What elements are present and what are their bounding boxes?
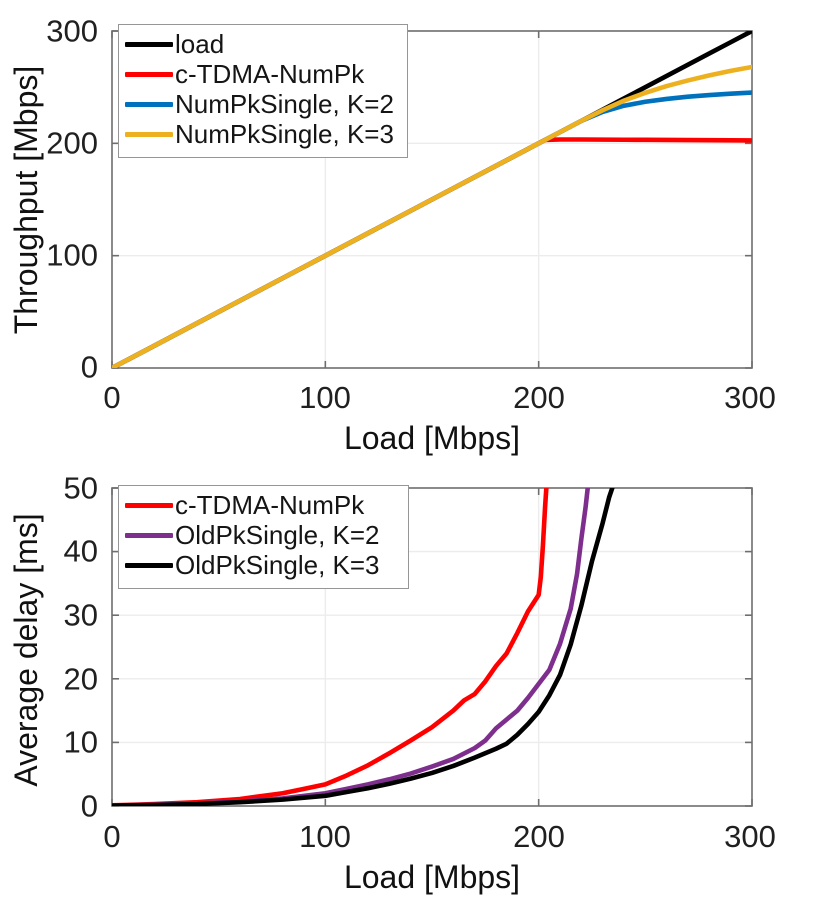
legend-item[interactable]: NumPkSingle, K=2 (125, 89, 399, 119)
x-axis-title: Load [Mbps] (343, 859, 521, 895)
x-tick-label: 300 (724, 819, 776, 854)
legend-color-swatch (125, 131, 173, 137)
y-tick-label: 0 (80, 788, 98, 824)
y-tick-label: 20 (63, 661, 98, 697)
legend-color-swatch (125, 502, 173, 508)
throughput-plot-canvas (111, 30, 753, 369)
y-axis-title: Average delay [ms] (8, 513, 44, 787)
y-tick-label: 10 (63, 724, 98, 760)
y-axis-title: Throughput [Mbps] (8, 65, 44, 335)
delay-plot-canvas (111, 487, 753, 807)
legend-item[interactable]: OldPkSingle, K=3 (125, 550, 400, 580)
legend-color-swatch (125, 532, 173, 538)
x-tick-label: 100 (299, 819, 351, 854)
x-tick-label: 200 (513, 380, 565, 415)
legend-label: OldPkSingle, K=2 (175, 520, 380, 550)
legend-color-swatch (125, 562, 173, 568)
legend-item[interactable]: c-TDMA-NumPk (125, 490, 400, 520)
legend: c-TDMA-NumPk OldPkSingle, K=2 OldPkSingl… (118, 485, 409, 589)
y-tick-label: 200 (46, 125, 98, 161)
x-tick-label: 100 (299, 380, 351, 415)
legend-label: load (175, 29, 225, 59)
x-tick-label: 0 (103, 819, 121, 854)
legend-label: c-TDMA-NumPk (175, 59, 365, 89)
legend-label: NumPkSingle, K=3 (175, 119, 394, 149)
y-tick-label: 40 (63, 533, 98, 569)
x-axis-title: Load [Mbps] (343, 420, 521, 456)
y-tick-label: 30 (63, 597, 98, 633)
legend-item[interactable]: c-TDMA-NumPk (125, 59, 399, 89)
legend-item[interactable]: load (125, 29, 399, 59)
y-tick-label: 50 (63, 470, 98, 506)
x-tick-label: 0 (103, 380, 121, 415)
legend-color-swatch (125, 71, 173, 77)
throughput-panel: 300 200 100 0 0 100 200 300 Load [Mbps] … (8, 13, 776, 456)
legend-item[interactable]: OldPkSingle, K=2 (125, 520, 400, 550)
legend: load c-TDMA-NumPk NumPkSingle, K=2 NumPk… (118, 24, 408, 158)
x-tick-label: 300 (724, 380, 776, 415)
legend-color-swatch (125, 41, 173, 47)
delay-panel: 50 40 30 20 10 0 0 100 200 300 Load [Mbp… (0, 455, 830, 903)
y-tick-label: 300 (46, 13, 98, 49)
y-tick-label: 0 (80, 349, 98, 385)
legend-item[interactable]: NumPkSingle, K=3 (125, 119, 399, 149)
legend-label: c-TDMA-NumPk (175, 490, 365, 520)
legend-color-swatch (125, 101, 173, 107)
legend-label: OldPkSingle, K=3 (175, 550, 380, 580)
legend-label: NumPkSingle, K=2 (175, 89, 394, 119)
x-tick-label: 200 (513, 819, 565, 854)
y-tick-label: 100 (46, 237, 98, 273)
